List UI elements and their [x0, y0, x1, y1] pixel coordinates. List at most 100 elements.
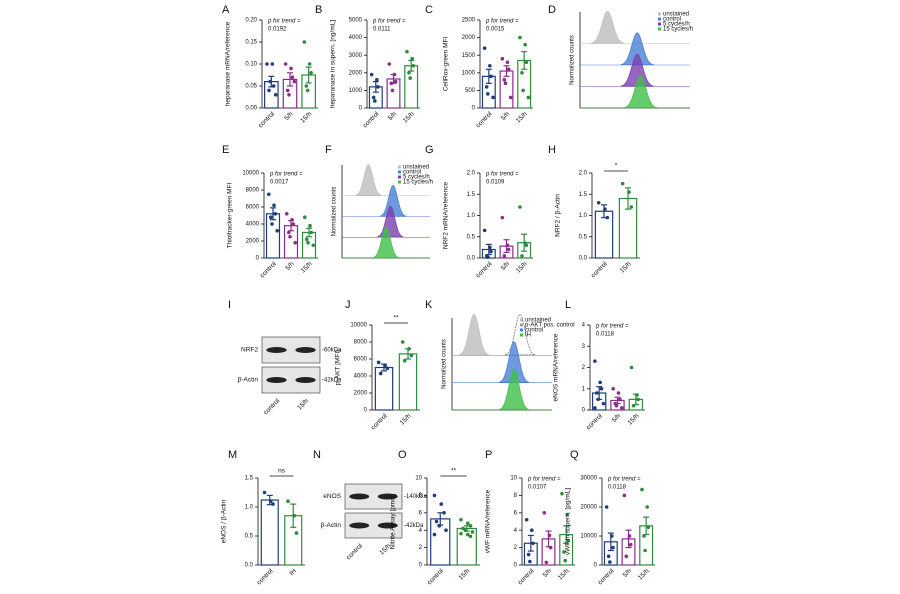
data-point: [410, 56, 414, 61]
y-tick-label: 20000: [580, 505, 597, 511]
data-point: [502, 254, 507, 258]
y-tick-label: 6000: [246, 205, 260, 211]
data-point: [488, 245, 492, 250]
data-point: [526, 552, 531, 557]
data-point: [608, 560, 612, 564]
data-point: [500, 56, 505, 61]
data-point: [311, 243, 316, 248]
y-tick-label: 10000: [350, 323, 367, 329]
data-point: [508, 95, 513, 100]
x-tick-label: IH: [288, 567, 298, 577]
data-point: [627, 190, 631, 194]
y-axis-label: Normalized counts: [442, 339, 448, 389]
data-point: [405, 49, 409, 54]
annotation: p for trend =: [485, 172, 519, 178]
data-point: [268, 79, 273, 84]
data-point: [434, 519, 439, 524]
histogram-curve: [372, 226, 400, 259]
x-tick-label: control: [259, 260, 278, 279]
y-tick-label: 2.0: [467, 171, 476, 177]
data-point: [482, 46, 487, 50]
data-point: [262, 490, 267, 495]
x-tick-label: 15/h: [637, 567, 651, 581]
x-tick-label: control: [370, 412, 389, 431]
x-tick-label: 15/h: [299, 110, 313, 124]
legend-swatch: [658, 17, 661, 21]
data-point: [268, 499, 273, 504]
y-axis-label: vWF in supern. [pg/mL]: [565, 488, 572, 555]
data-point: [645, 505, 649, 509]
x-tick-label: 15/h: [457, 567, 471, 581]
p-value: 0.0118: [596, 332, 615, 338]
x-tick-label: control: [475, 110, 494, 129]
data-point: [302, 40, 307, 44]
x-tick-label: 5/h: [283, 110, 295, 122]
histogram-curve: [620, 32, 654, 65]
legend-swatch: [520, 323, 523, 327]
data-point: [290, 75, 295, 79]
data-point: [304, 84, 309, 88]
data-point: [407, 71, 411, 75]
bar: [374, 366, 394, 411]
y-tick-label: 1.0: [579, 213, 588, 219]
y-tick-label: 4000: [354, 374, 368, 380]
p-value: 0.0107: [528, 485, 547, 491]
y-axis-label: NRF2 mRNA/reference: [443, 182, 450, 250]
data-point: [286, 230, 291, 235]
y-tick-label: 0: [594, 563, 598, 569]
data-point: [385, 366, 390, 371]
data-point: [631, 403, 636, 408]
data-point: [523, 42, 527, 47]
y-tick-label: 10000: [580, 534, 597, 540]
data-point: [596, 200, 601, 205]
y-tick-label: 0.0: [579, 256, 588, 262]
y-tick-label: 1.0: [245, 505, 254, 511]
data-point: [270, 222, 274, 226]
y-axis-label: NRF2 / β-Actin: [555, 194, 562, 237]
data-point: [306, 240, 310, 245]
data-point: [606, 554, 611, 559]
y-tick-label: 1: [582, 386, 586, 392]
histogram-curve: [458, 313, 490, 356]
x-tick-label: 15/h: [627, 412, 641, 426]
y-tick-label: 4000: [349, 35, 363, 41]
data-point: [643, 548, 647, 553]
y-tick-label: 2000: [246, 239, 260, 245]
data-point: [524, 60, 529, 65]
x-tick-label: control: [597, 567, 616, 586]
x-tick-label: 5/h: [500, 260, 512, 272]
y-tick-label: 3000: [349, 53, 363, 59]
y-tick-label: 2000: [462, 35, 476, 41]
data-point: [518, 35, 522, 40]
data-point: [402, 358, 407, 363]
data-point: [598, 380, 602, 385]
data-point: [563, 558, 567, 563]
y-tick-label: 0.15: [245, 40, 257, 46]
y-tick-label: 1.5: [467, 192, 476, 198]
histogram-curve: [504, 313, 536, 356]
data-point: [271, 84, 276, 88]
y-tick-label: 0: [419, 563, 423, 569]
y-tick-label: 6: [514, 510, 518, 516]
data-point: [308, 223, 312, 228]
data-point: [411, 63, 416, 68]
data-point: [548, 545, 553, 550]
data-point: [392, 72, 397, 77]
legend-label: control: [663, 17, 681, 23]
data-point: [629, 365, 634, 370]
data-point: [611, 386, 615, 391]
y-tick-label: 0.20: [245, 18, 257, 24]
data-point: [627, 534, 632, 538]
data-point: [288, 234, 292, 239]
data-point: [285, 88, 290, 93]
data-point: [272, 203, 276, 208]
data-point: [599, 386, 604, 391]
y-tick-label: 0: [256, 256, 260, 262]
y-tick-label: 1000: [462, 70, 476, 76]
x-tick-label: 15/h: [619, 260, 633, 274]
data-point: [486, 92, 490, 96]
band-size: -42kDa: [404, 523, 424, 529]
data-point: [283, 62, 288, 66]
y-tick-label: 0.00: [245, 106, 257, 112]
y-tick-label: 0: [582, 408, 586, 414]
